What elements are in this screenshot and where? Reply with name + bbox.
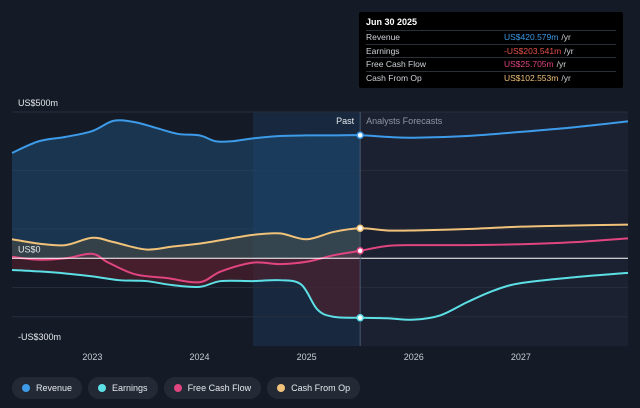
series-fill-cash-from-op xyxy=(12,228,361,259)
marker-cash-from-op xyxy=(356,224,364,233)
marker-earnings xyxy=(356,314,364,322)
tooltip-title: Jun 30 2025 xyxy=(366,17,418,27)
tooltip: Jun 30 2025 Revenue US$420.579m /yr Earn… xyxy=(359,12,623,88)
tooltip-value: US$420.579m xyxy=(504,32,559,43)
x-axis-ticks: 2023 2024 2025 2026 2027 xyxy=(82,352,531,362)
x-tick-label: 2023 xyxy=(82,352,102,362)
marker-revenue xyxy=(356,131,364,139)
legend-label: Revenue xyxy=(36,383,73,393)
tooltip-value: US$25.705m xyxy=(504,59,554,70)
x-tick-label: 2027 xyxy=(511,352,531,362)
tooltip-unit: /yr xyxy=(561,72,571,83)
tooltip-value: US$102.553m xyxy=(504,72,559,83)
series-lines xyxy=(11,119,629,321)
y-axis-label-bottom: -US$300m xyxy=(18,332,61,342)
marker-free-cash-flow xyxy=(356,246,364,255)
tooltip-row-cash-from-op: Cash From Op US$102.553m /yr xyxy=(366,70,616,85)
tooltip-row-revenue: Revenue US$420.579m /yr xyxy=(366,30,616,44)
tooltip-unit: /yr xyxy=(556,59,567,70)
legend-dot-icon xyxy=(98,384,107,392)
legend-label: Cash From Op xyxy=(291,383,351,393)
x-tick-label: 2024 xyxy=(189,352,209,362)
x-tick-label: 2026 xyxy=(404,352,424,362)
y-axis-label-zero: US$0 xyxy=(18,244,41,254)
legend-item-earnings[interactable]: Earnings xyxy=(88,377,158,399)
series-line-cash-from-op xyxy=(11,223,629,251)
past-label: Past xyxy=(336,116,355,126)
tooltip-unit: /yr xyxy=(564,45,574,56)
tooltip-value: -US$203.541m xyxy=(504,45,562,56)
forecast-label: Analysts Forecasts xyxy=(366,116,443,126)
legend-dot-icon xyxy=(173,384,182,392)
legend-dot-icon xyxy=(22,384,30,392)
tooltip-unit: /yr xyxy=(561,32,571,43)
tooltip-row-free-cash-flow: Free Cash Flow US$25.705m /yr xyxy=(366,57,616,71)
tooltip-row-earnings: Earnings -US$203.541m /yr xyxy=(366,43,616,58)
legend-item-free-cash-flow[interactable]: Free Cash Flow xyxy=(163,377,262,399)
tooltip-markers xyxy=(356,131,364,322)
legend-label: Free Cash Flow xyxy=(187,383,252,393)
x-tick-label: 2025 xyxy=(297,352,317,362)
tooltip-label: Earnings xyxy=(366,45,400,56)
tooltip-label: Revenue xyxy=(366,32,401,43)
series-line-earnings xyxy=(11,268,629,321)
series-fill-earnings xyxy=(12,258,361,318)
series-line-free-cash-flow xyxy=(11,237,629,284)
series-line-revenue xyxy=(11,119,629,154)
legend-dot-icon xyxy=(277,384,286,392)
tooltip-label: Cash From Op xyxy=(366,72,422,83)
legend-item-revenue[interactable]: Revenue xyxy=(12,377,83,399)
y-axis-label-top: US$500m xyxy=(18,98,58,108)
legend-item-cash-from-op[interactable]: Cash From Op xyxy=(267,377,361,399)
series-fills xyxy=(12,120,361,318)
tooltip-label: Free Cash Flow xyxy=(366,59,426,70)
series-fill-revenue xyxy=(12,120,361,259)
legend: Revenue Earnings Free Cash Flow Cash Fro… xyxy=(12,377,361,399)
legend-label: Earnings xyxy=(112,383,148,393)
